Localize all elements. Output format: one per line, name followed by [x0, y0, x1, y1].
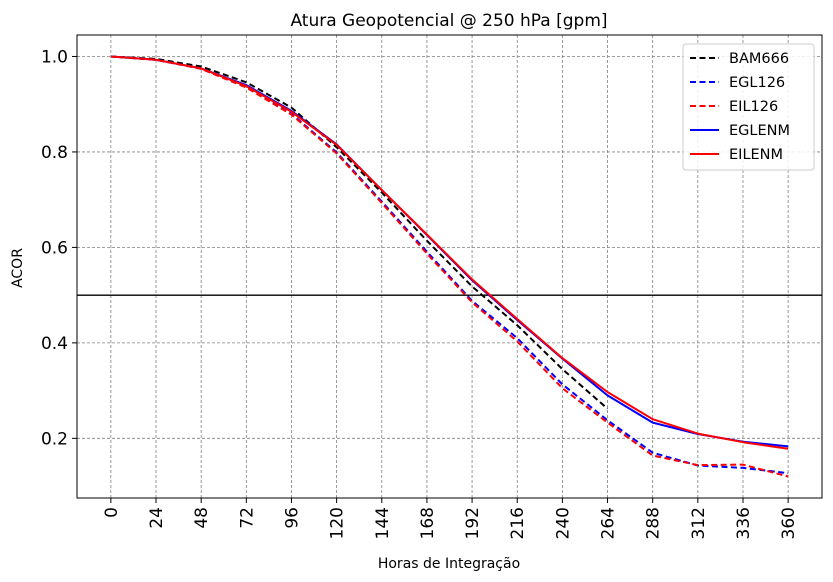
legend: BAM666 EGL126 EIL126 EGLENM EILENM	[682, 43, 815, 171]
x-tick-label: 360	[779, 507, 799, 539]
x-tick-label: 120	[328, 507, 348, 539]
tick-layer: 0 24 48 72 96 120 144 168 192 216 240 264 288 312 336 3…	[41, 47, 799, 539]
x-tick-label: 264	[599, 507, 619, 539]
x-tick-label: 72	[237, 507, 257, 529]
series-layer	[110, 55, 789, 478]
y-axis-label: ACOR	[10, 248, 26, 288]
legend-label-eilenm: EILENM	[729, 147, 783, 163]
y-tick-label: 0.4	[41, 334, 68, 354]
x-tick-label: 288	[644, 507, 664, 539]
x-tick-label: 216	[508, 507, 528, 539]
legend-label-eglenm: EGLENM	[729, 123, 790, 139]
x-axis-label: Horas de Integração	[378, 556, 520, 572]
x-tick-label: 240	[553, 507, 573, 539]
x-tick-label: 144	[373, 507, 393, 539]
x-tick-label: 48	[192, 507, 212, 529]
y-tick-label: 0.8	[41, 143, 68, 163]
grid-layer	[77, 35, 822, 498]
y-tick-label: 0.2	[41, 429, 68, 449]
plot-frame	[76, 34, 823, 499]
x-tick-label: 336	[734, 507, 754, 539]
x-tick-label: 192	[463, 507, 483, 539]
legend-box	[682, 43, 815, 171]
legend-label-eil126: EIL126	[729, 99, 778, 115]
x-tick-label: 0	[102, 507, 122, 518]
y-tick-label: 0.6	[41, 238, 68, 258]
chart-title: Atura Geopotencial @ 250 hPa [gpm]	[290, 11, 607, 31]
legend-label-bam666: BAM666	[729, 51, 789, 67]
series-line-bam666	[110, 55, 609, 410]
x-tick-label: 24	[147, 507, 167, 529]
legend-label-egl126: EGL126	[729, 75, 785, 91]
y-tick-label: 1.0	[41, 47, 68, 67]
x-tick-label: 96	[282, 507, 302, 529]
x-tick-label: 312	[689, 507, 709, 539]
x-tick-label: 168	[418, 507, 438, 539]
series-line-eilenm	[110, 55, 789, 450]
